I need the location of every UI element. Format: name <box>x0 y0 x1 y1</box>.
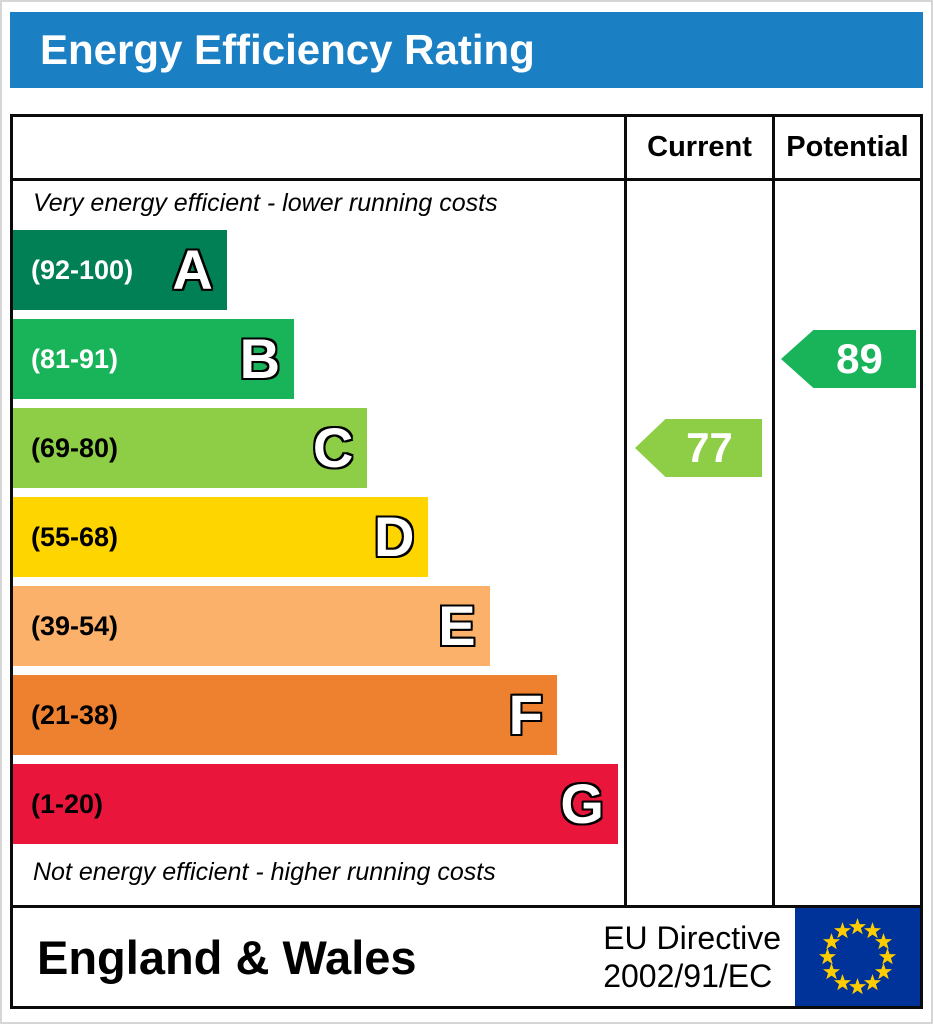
top-note: Very energy efficient - lower running co… <box>33 189 498 217</box>
current-rating-arrow: 77 <box>635 419 762 477</box>
eu-directive-line2: 2002/91/EC <box>603 958 773 994</box>
footer: England & Wales EU Directive 2002/91/EC <box>10 905 923 1009</box>
band-range: (1-20) <box>31 788 104 819</box>
current-rating-column: 77 <box>624 181 772 905</box>
potential-column-header: Potential <box>772 117 920 181</box>
band-letter: A <box>172 238 213 301</box>
band-range: (55-68) <box>31 521 119 552</box>
eu-directive-line1: EU Directive <box>603 919 781 956</box>
band-letter: G <box>560 772 604 835</box>
eu-directive-label: EU Directive 2002/91/EC <box>603 919 781 996</box>
band-row-a: (92-100) A <box>13 230 227 310</box>
rating-bands-area: Very energy efficient - lower running co… <box>13 181 624 905</box>
band-range: (92-100) <box>31 254 134 285</box>
band-row-f: (21-38) F <box>13 675 557 755</box>
rating-scale-header-spacer <box>13 117 624 181</box>
rating-table: Current Potential Very energy efficient … <box>10 114 923 908</box>
band-letter: D <box>374 505 415 568</box>
current-column-header: Current <box>624 117 772 181</box>
band-letter: B <box>239 327 281 390</box>
band-row-b: (81-91) B <box>13 319 295 399</box>
band-letter: C <box>312 416 354 479</box>
band-row-e: (39-54) E <box>13 586 490 666</box>
potential-rating-arrow: 89 <box>781 330 916 388</box>
region-label: England & Wales <box>37 930 417 984</box>
band-row-d: (55-68) D <box>13 497 429 577</box>
current-rating-value: 77 <box>686 424 733 471</box>
band-row-g: (1-20) G <box>13 764 618 844</box>
band-range: (81-91) <box>31 343 119 374</box>
band-row-c: (69-80) C <box>13 408 368 488</box>
bottom-note: Not energy efficient - higher running co… <box>33 858 496 886</box>
potential-rating-value: 89 <box>836 335 883 382</box>
eu-flag-icon <box>795 908 920 1006</box>
band-range: (69-80) <box>31 432 119 463</box>
band-range: (39-54) <box>31 610 119 641</box>
band-letter: F <box>508 683 543 746</box>
band-letter: E <box>438 594 476 657</box>
band-range: (21-38) <box>31 699 119 730</box>
page-title-text: Energy Efficiency Rating <box>40 26 535 73</box>
rating-bands: (92-100) A (81-91) B (69-80) C (55-68) D… <box>13 230 624 844</box>
potential-rating-column: 89 <box>772 181 920 905</box>
page-title: Energy Efficiency Rating <box>10 12 923 88</box>
